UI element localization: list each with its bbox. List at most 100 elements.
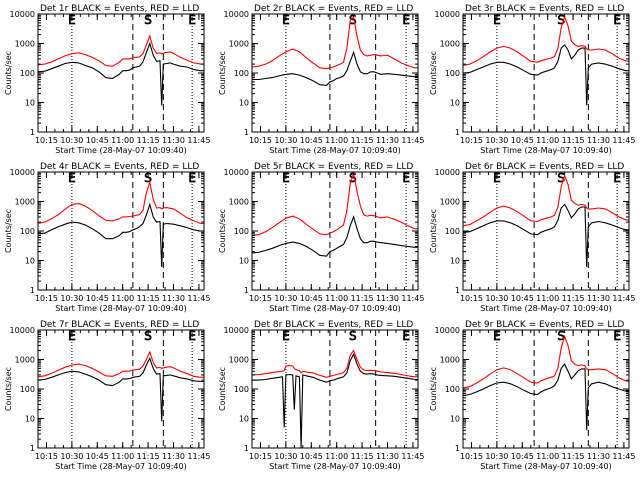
x-tick-label: 11:30 [587, 136, 610, 145]
x-tick-label: 10:15 [35, 136, 58, 145]
marker-letter: E [613, 13, 621, 27]
x-axis-label: Start Time (28-May-07 10:09:40) [269, 304, 400, 313]
panel-4: Det 4r BLACK = Events, RED = LLDESE11010… [4, 162, 210, 313]
y-tick-label: 1 [455, 128, 460, 137]
y-axis-label: Counts/sec [429, 367, 438, 411]
y-tick-label: 10000 [435, 326, 460, 335]
x-tick-label: 11:15 [137, 294, 160, 303]
marker-letter: E [188, 171, 196, 185]
x-tick-label: 11:30 [587, 452, 610, 461]
marker-letter: E [402, 171, 410, 185]
y-tick-label: 100 [20, 227, 35, 236]
lld-series-line [38, 34, 204, 67]
panel-title: Det 4r BLACK = Events, RED = LLD [40, 162, 199, 172]
x-tick-label: 10:30 [60, 452, 83, 461]
x-tick-label: 11:45 [612, 452, 635, 461]
x-tick-label: 10:15 [35, 452, 58, 461]
x-tick-label: 11:45 [187, 452, 210, 461]
x-tick-label: 10:45 [511, 136, 534, 145]
events-series-line [463, 363, 629, 431]
marker-letter: E [613, 329, 621, 343]
lld-series-line [252, 173, 418, 237]
x-tick-label: 11:45 [401, 294, 424, 303]
plot-frame [37, 171, 205, 291]
x-tick-label: 11:15 [562, 452, 585, 461]
y-tick-label: 1000 [229, 198, 249, 207]
x-tick-label: 11:45 [187, 136, 210, 145]
panel-6: Det 6r BLACK = Events, RED = LLDESE11010… [429, 162, 635, 313]
y-axis-label: Counts/sec [218, 367, 227, 411]
y-tick-label: 1 [244, 128, 249, 137]
y-axis-label: Counts/sec [4, 367, 13, 411]
x-tick-label: 11:45 [187, 294, 210, 303]
y-tick-label: 10 [450, 415, 460, 424]
x-tick-label: 11:00 [536, 136, 559, 145]
x-tick-label: 11:30 [376, 294, 399, 303]
y-tick-label: 1 [30, 444, 35, 453]
x-tick-label: 10:15 [249, 294, 272, 303]
y-axis-label: Counts/sec [218, 209, 227, 253]
y-tick-label: 100 [20, 69, 35, 78]
x-tick-label: 11:00 [325, 136, 348, 145]
y-tick-label: 10 [450, 257, 460, 266]
y-tick-label: 100 [234, 385, 249, 394]
events-series-line [463, 203, 629, 268]
marker-letter: S [557, 171, 565, 185]
lld-series-line [463, 15, 629, 67]
x-tick-label: 11:00 [536, 452, 559, 461]
x-axis-label: Start Time (28-May-07 10:09:40) [55, 462, 186, 471]
y-axis-label: Counts/sec [4, 51, 13, 95]
y-tick-label: 10 [239, 415, 249, 424]
lld-series-line [463, 174, 629, 227]
y-tick-label: 1000 [229, 356, 249, 365]
events-series-line [38, 41, 204, 106]
x-tick-label: 10:45 [300, 452, 323, 461]
y-tick-label: 1000 [440, 356, 460, 365]
x-tick-label: 11:30 [376, 452, 399, 461]
x-tick-label: 11:30 [162, 452, 185, 461]
y-tick-label: 10 [25, 257, 35, 266]
x-tick-label: 10:30 [485, 294, 508, 303]
y-tick-label: 1 [244, 444, 249, 453]
y-tick-label: 100 [445, 385, 460, 394]
x-tick-label: 10:30 [274, 294, 297, 303]
marker-letter: S [557, 13, 565, 27]
y-tick-label: 1 [244, 286, 249, 295]
x-tick-label: 10:30 [485, 452, 508, 461]
panel-3: Det 3r BLACK = Events, RED = LLDESE11010… [429, 4, 635, 155]
lld-series-line [38, 350, 204, 378]
x-tick-label: 10:45 [300, 136, 323, 145]
events-series-line [38, 356, 204, 422]
x-tick-label: 11:15 [562, 136, 585, 145]
x-axis-label: Start Time (28-May-07 10:09:40) [269, 146, 400, 155]
x-tick-label: 10:15 [249, 136, 272, 145]
panel-8: Det 8r BLACK = Events, RED = LLDESE11010… [218, 320, 424, 471]
x-tick-label: 10:15 [249, 452, 272, 461]
x-tick-label: 11:15 [137, 452, 160, 461]
x-tick-label: 11:45 [401, 452, 424, 461]
y-tick-label: 10000 [224, 326, 249, 335]
x-tick-label: 11:15 [351, 452, 374, 461]
events-series-line [252, 352, 418, 448]
x-tick-label: 11:30 [376, 136, 399, 145]
x-tick-label: 10:30 [485, 136, 508, 145]
y-tick-label: 1 [30, 128, 35, 137]
lld-series-line [252, 349, 418, 378]
y-axis-label: Counts/sec [4, 209, 13, 253]
panel-title: Det 7r BLACK = Events, RED = LLD [40, 320, 199, 330]
marker-letter: S [349, 13, 357, 27]
x-tick-label: 10:15 [35, 294, 58, 303]
x-tick-label: 11:00 [111, 294, 134, 303]
x-axis-label: Start Time (28-May-07 10:09:40) [55, 304, 186, 313]
panel-title: Det 6r BLACK = Events, RED = LLD [465, 162, 624, 172]
x-tick-label: 10:15 [460, 136, 483, 145]
y-tick-label: 10000 [224, 168, 249, 177]
x-tick-label: 10:45 [86, 452, 109, 461]
x-axis-label: Start Time (28-May-07 10:09:40) [480, 462, 611, 471]
events-series-line [252, 215, 418, 257]
y-tick-label: 100 [20, 385, 35, 394]
marker-letter: S [349, 329, 357, 343]
y-tick-label: 10000 [10, 10, 35, 19]
marker-letter: E [188, 13, 196, 27]
x-tick-label: 11:00 [536, 294, 559, 303]
